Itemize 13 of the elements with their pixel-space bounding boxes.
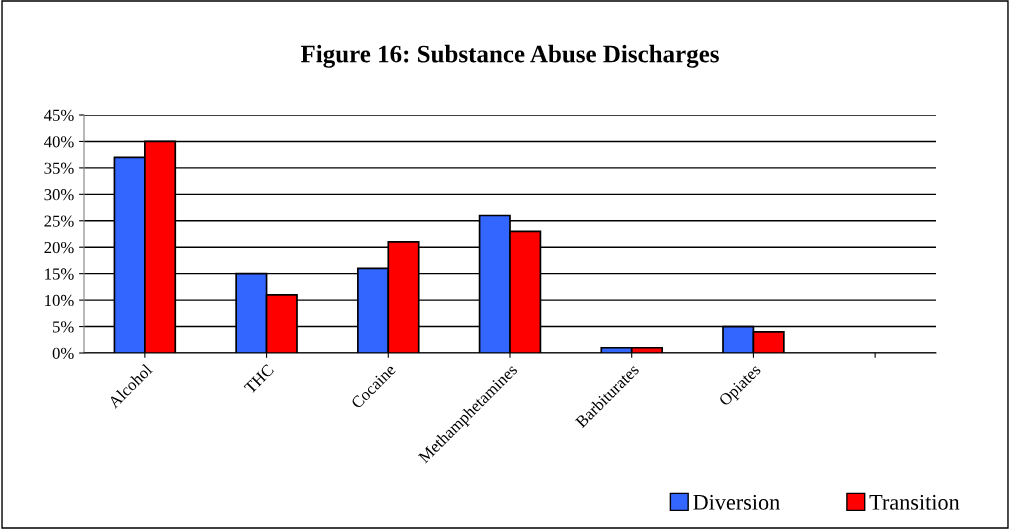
y-tick-label: 20% [44, 241, 74, 254]
y-tick-label: 25% [44, 215, 74, 227]
y-tick-label: 10% [45, 294, 74, 307]
chart-title: Figure 16: Substance Abuse Discharges [300, 44, 719, 68]
y-tick-label: 40% [44, 136, 74, 148]
y-tick-label: 0% [52, 347, 74, 359]
legend-label: Diversion [693, 494, 780, 510]
y-tick-label: 15% [45, 268, 74, 280]
y-tick-label: 30% [44, 189, 74, 201]
y-tick-label: 35% [44, 162, 74, 174]
y-tick-label: 45% [44, 109, 74, 121]
y-tick-label: 5% [53, 321, 74, 333]
legend-label: Transition [869, 494, 960, 510]
